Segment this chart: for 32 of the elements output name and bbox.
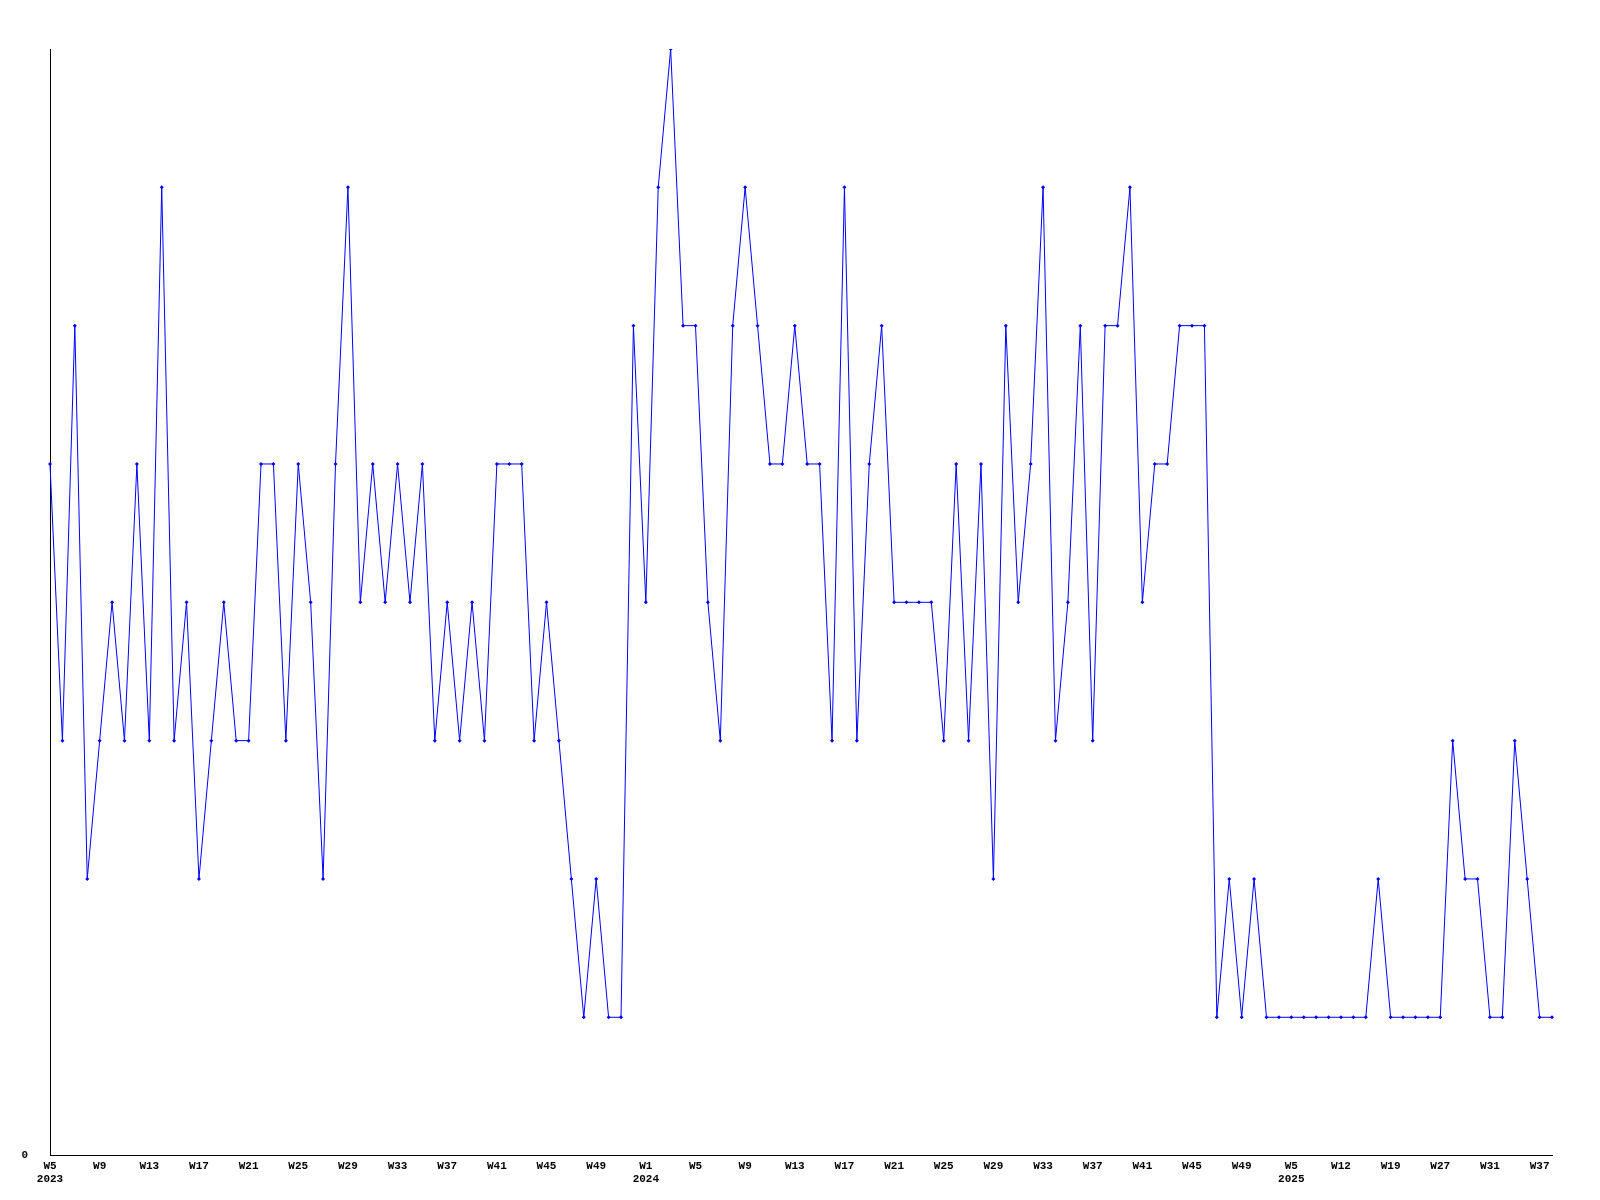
x-tick-label: W12 xyxy=(1331,1159,1351,1172)
x-tick-label: W5 2025 xyxy=(1278,1159,1305,1186)
x-tick-label: W45 xyxy=(1182,1159,1203,1172)
x-tick-label: W9 xyxy=(738,1159,752,1172)
x-tick-label: W13 xyxy=(784,1159,806,1172)
x-tick-label: W29 xyxy=(338,1159,358,1172)
x-tick-label: W1 2024 xyxy=(632,1159,660,1186)
x-tick-label: W5 xyxy=(688,1159,703,1172)
x-tick-label: W21 xyxy=(884,1159,905,1172)
x-tick-label: W9 xyxy=(93,1159,107,1172)
x-tick-label: W27 xyxy=(1430,1159,1451,1172)
x-tick-label: W33 xyxy=(1033,1159,1054,1172)
x-tick-label: W31 xyxy=(1480,1159,1501,1172)
x-tick-label: W37 xyxy=(1082,1159,1103,1172)
x-tick-label: W17 xyxy=(834,1159,855,1172)
x-tick-label: W5 2023 xyxy=(36,1159,64,1186)
x-tick-label: W29 xyxy=(983,1159,1004,1172)
x-tick-label: W13 xyxy=(139,1159,160,1172)
text: 0 xyxy=(21,1149,28,1162)
x-tick-label: W25 xyxy=(288,1159,309,1172)
x-tick-label: W41 xyxy=(486,1159,508,1172)
x-tick-label: W37 xyxy=(437,1159,458,1172)
x-tick-label: W41 xyxy=(1132,1159,1153,1172)
x-tick-label: W19 xyxy=(1380,1159,1401,1172)
x-tick-label: W33 xyxy=(387,1159,408,1172)
x-tick-label: W17 xyxy=(189,1159,209,1172)
x-tick-label: W37 xyxy=(1529,1159,1550,1172)
x-tick-label: W25 xyxy=(933,1159,955,1172)
x-tick-label: W45 xyxy=(536,1159,557,1172)
x-tick-label: W49 xyxy=(1231,1159,1252,1172)
x-tick-label: W21 xyxy=(238,1159,259,1172)
x-tick-label: W49 xyxy=(586,1159,607,1172)
